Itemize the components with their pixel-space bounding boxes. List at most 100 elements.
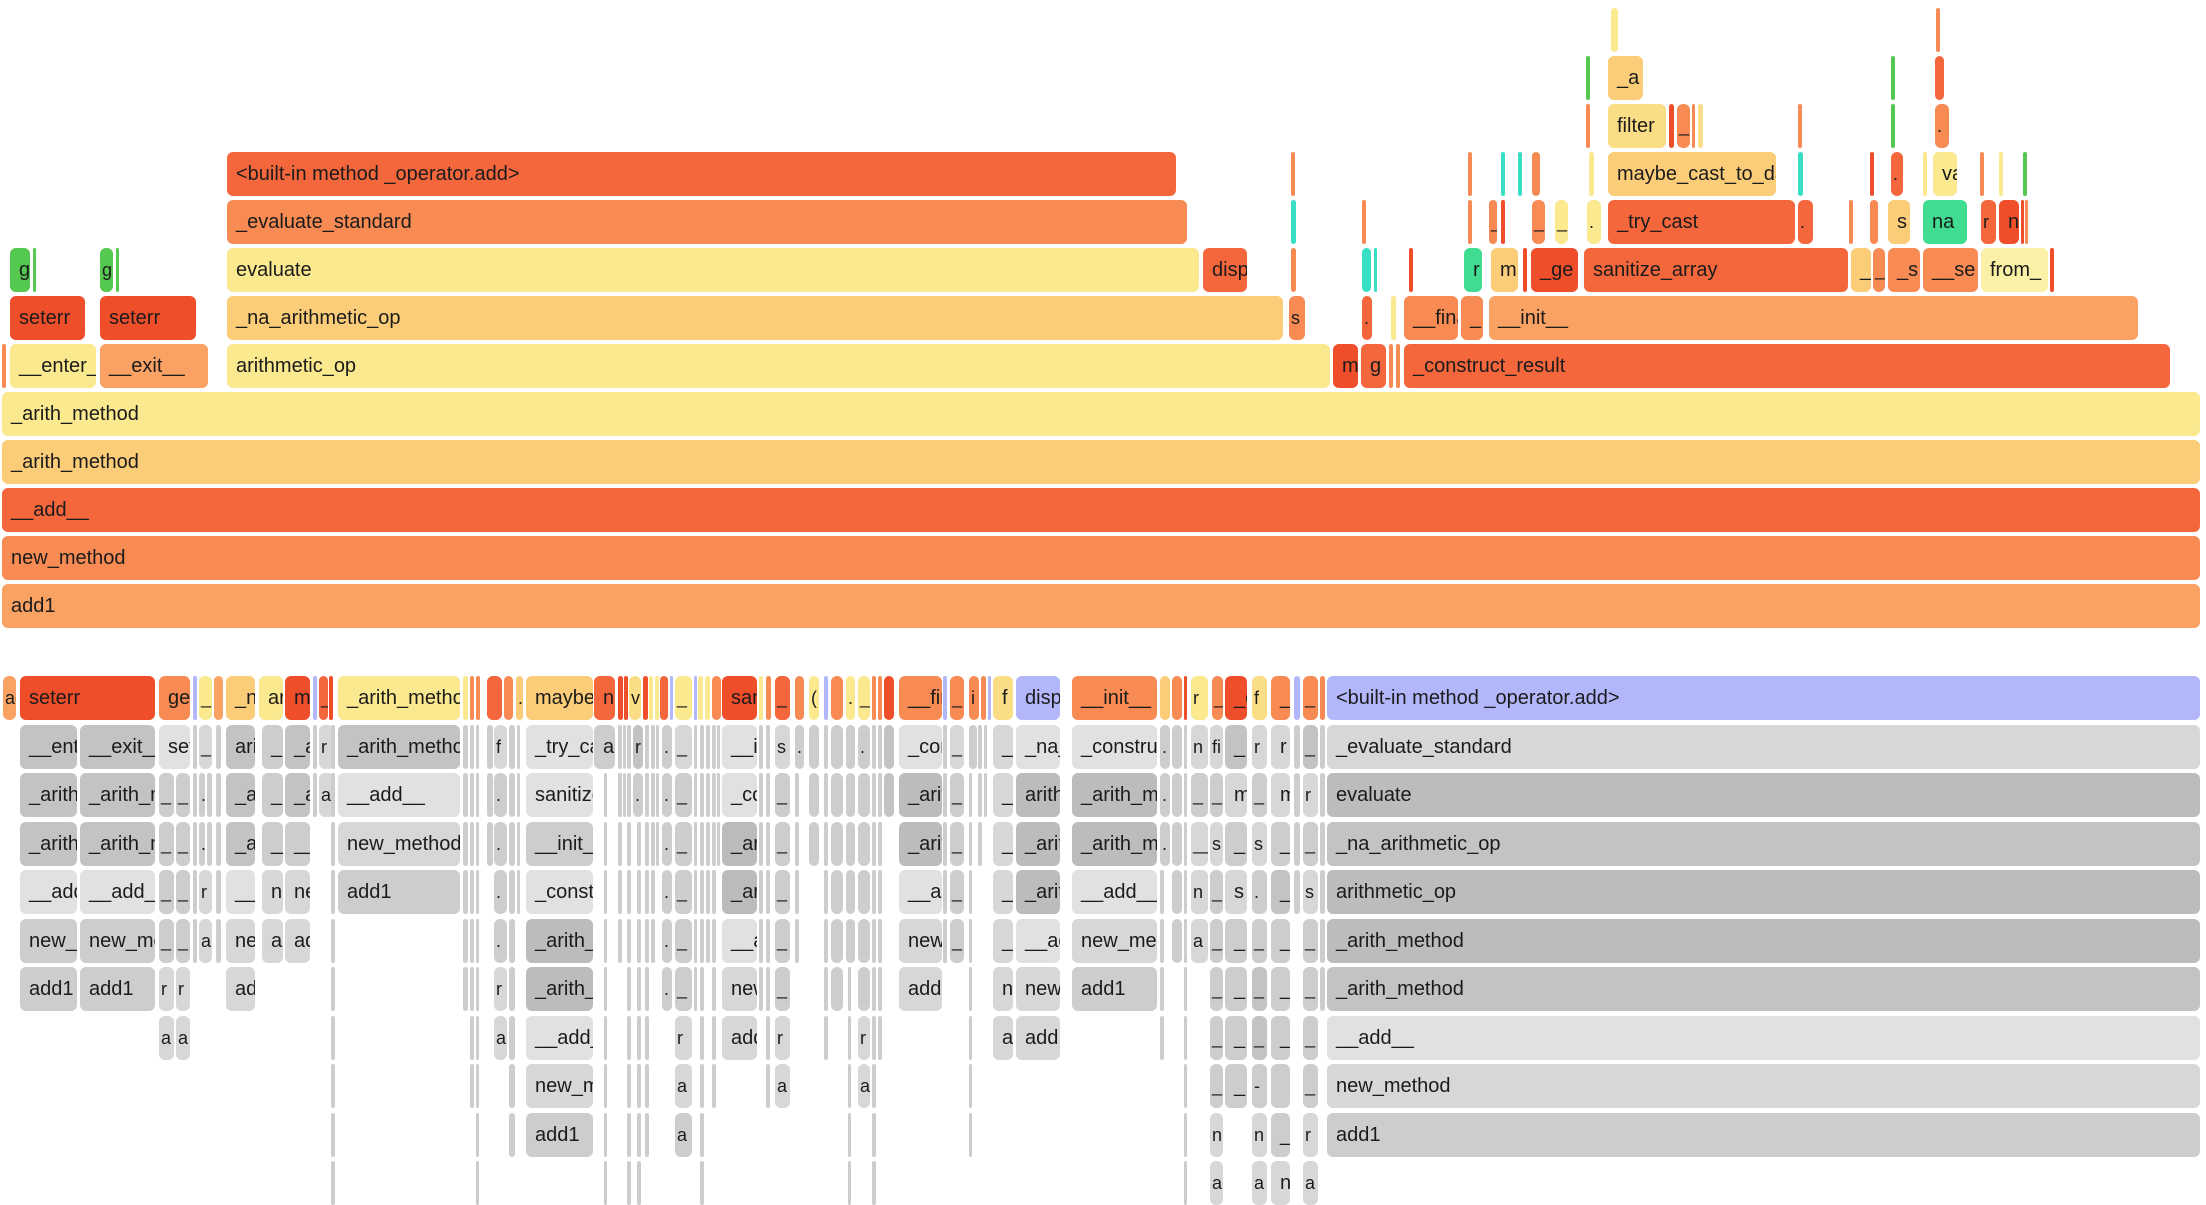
frame-sliver[interactable] — [969, 1064, 972, 1108]
frame-sliver[interactable] — [858, 919, 870, 963]
frame-sliver[interactable] — [824, 773, 828, 817]
frame-sliver[interactable] — [1374, 248, 1377, 292]
frame-_[interactable]: _ — [675, 822, 692, 866]
frame-a[interactable]: a — [858, 1064, 870, 1108]
frame-sliver[interactable] — [627, 919, 631, 963]
frame-sliver[interactable] — [717, 822, 720, 866]
frame-n[interactable]: n — [594, 676, 615, 720]
frame-sliver[interactable] — [694, 822, 697, 866]
frame-sliver[interactable] — [470, 1064, 474, 1108]
frame-sliver[interactable] — [858, 870, 870, 914]
frame-sliver[interactable] — [943, 919, 947, 963]
frame-[interactable]: . — [662, 919, 672, 963]
frame-sliver[interactable] — [795, 870, 799, 914]
frame-sliver[interactable] — [831, 773, 843, 817]
frame-sliver[interactable] — [1501, 200, 1505, 244]
frame-sliver[interactable] — [846, 870, 855, 914]
frame-sliver[interactable] — [193, 919, 197, 963]
frame-_[interactable]: _ — [1191, 773, 1208, 817]
frame-sliver[interactable] — [766, 676, 771, 720]
frame-sliver[interactable] — [1935, 56, 1944, 100]
frame-s[interactable]: s — [1252, 822, 1267, 866]
frame-sliver[interactable] — [1870, 200, 1878, 244]
frame-sliver[interactable] — [1518, 152, 1522, 196]
frame-sliver[interactable] — [509, 870, 515, 914]
frame-n[interactable]: n — [1999, 200, 2019, 244]
frame-sliver[interactable] — [700, 1161, 704, 1205]
frame-sliver[interactable] — [1291, 200, 1296, 244]
frame-new_method[interactable]: new_method — [993, 967, 1013, 1011]
frame-sliver[interactable] — [476, 1113, 479, 1157]
frame-sliver[interactable] — [878, 870, 882, 914]
frame-_[interactable]: _ — [775, 967, 790, 1011]
frame-a[interactable]: a — [159, 1016, 174, 1060]
frame-sliver[interactable] — [969, 1113, 972, 1157]
frame-a[interactable]: a — [1191, 919, 1208, 963]
frame-sliver[interactable] — [331, 1113, 335, 1157]
frame-[interactable]: . — [494, 822, 507, 866]
frame-sliver[interactable] — [618, 870, 622, 914]
frame-__se[interactable]: __se — [1923, 248, 1978, 292]
frame-sliver[interactable] — [329, 676, 333, 720]
frame-_[interactable]: _ — [1225, 1016, 1247, 1060]
frame-sliver[interactable] — [766, 919, 770, 963]
frame-sliver[interactable] — [1798, 104, 1802, 148]
frame-s[interactable]: s — [1210, 822, 1223, 866]
frame-sliver[interactable] — [509, 919, 515, 963]
frame-_[interactable]: _ — [675, 676, 692, 720]
frame-filter[interactable]: filter — [1608, 104, 1666, 148]
frame-sliver[interactable] — [637, 1113, 641, 1157]
frame-sliver[interactable] — [700, 773, 704, 817]
frame-built-in-method-_operator-add[interactable]: <built-in method _operator.add> — [1327, 676, 2200, 720]
frame-sliver[interactable] — [1362, 200, 1366, 244]
frame-sliver[interactable] — [1586, 56, 1590, 100]
frame-sliver[interactable] — [651, 919, 655, 963]
frame-sliver[interactable] — [645, 1113, 649, 1157]
frame-sliver[interactable] — [846, 725, 855, 769]
frame-sliver[interactable] — [509, 1113, 515, 1157]
frame-sliver[interactable] — [1669, 104, 1674, 148]
frame-sliver[interactable] — [517, 822, 520, 866]
frame-sliver[interactable] — [470, 967, 474, 1011]
frame-sliver[interactable] — [645, 725, 649, 769]
frame-r[interactable]: r — [1464, 248, 1482, 292]
frame-_construct_result[interactable]: _construct_result — [899, 725, 942, 769]
frame-r[interactable]: r — [858, 1016, 870, 1060]
frame-add1[interactable]: add1 — [1016, 1016, 1060, 1060]
frame-sliver[interactable] — [878, 822, 882, 866]
frame-sliver[interactable] — [884, 676, 894, 720]
frame-sliver[interactable] — [706, 919, 710, 963]
frame-sliver[interactable] — [766, 773, 770, 817]
frame-_[interactable]: _ — [775, 822, 790, 866]
frame-[interactable]: . — [662, 967, 672, 1011]
frame-sliver[interactable] — [1160, 967, 1164, 1011]
frame-sliver[interactable] — [645, 1016, 649, 1060]
frame-sliver[interactable] — [604, 822, 607, 866]
frame-_[interactable]: _ — [1252, 919, 1267, 963]
frame-[interactable]: - — [1252, 1064, 1267, 1108]
frame-sliver[interactable] — [331, 967, 335, 1011]
frame-add1[interactable]: add1 — [3, 676, 16, 720]
frame-[interactable]: ( — [809, 676, 819, 720]
frame-sliver[interactable] — [476, 967, 479, 1011]
frame-sliver[interactable] — [858, 967, 870, 1011]
frame-sliver[interactable] — [884, 725, 894, 769]
frame-[interactable]: . — [1587, 200, 1601, 244]
frame-arithmetic_op[interactable]: arithmetic_op — [1327, 870, 2200, 914]
frame-sliver[interactable] — [216, 919, 221, 963]
frame-_[interactable]: _ — [993, 822, 1013, 866]
frame-sliver[interactable] — [331, 1064, 335, 1108]
frame-__finalize__[interactable]: __finalize__ — [1404, 296, 1458, 340]
frame-__init__[interactable]: __init__ — [1489, 296, 2138, 340]
frame-_[interactable]: _ — [775, 870, 790, 914]
frame-_[interactable]: _ — [1252, 967, 1267, 1011]
frame-_[interactable]: _ — [1303, 1016, 1318, 1060]
frame-sliver[interactable] — [504, 676, 513, 720]
frame-sliver[interactable] — [193, 773, 197, 817]
frame-sliver[interactable] — [1160, 870, 1164, 914]
frame-sliver[interactable] — [509, 773, 515, 817]
frame-f[interactable]: f — [494, 725, 507, 769]
frame-__init__[interactable]: __init__ — [1072, 676, 1157, 720]
frame-_[interactable]: _ — [199, 676, 212, 720]
frame-sliver[interactable] — [988, 676, 991, 720]
